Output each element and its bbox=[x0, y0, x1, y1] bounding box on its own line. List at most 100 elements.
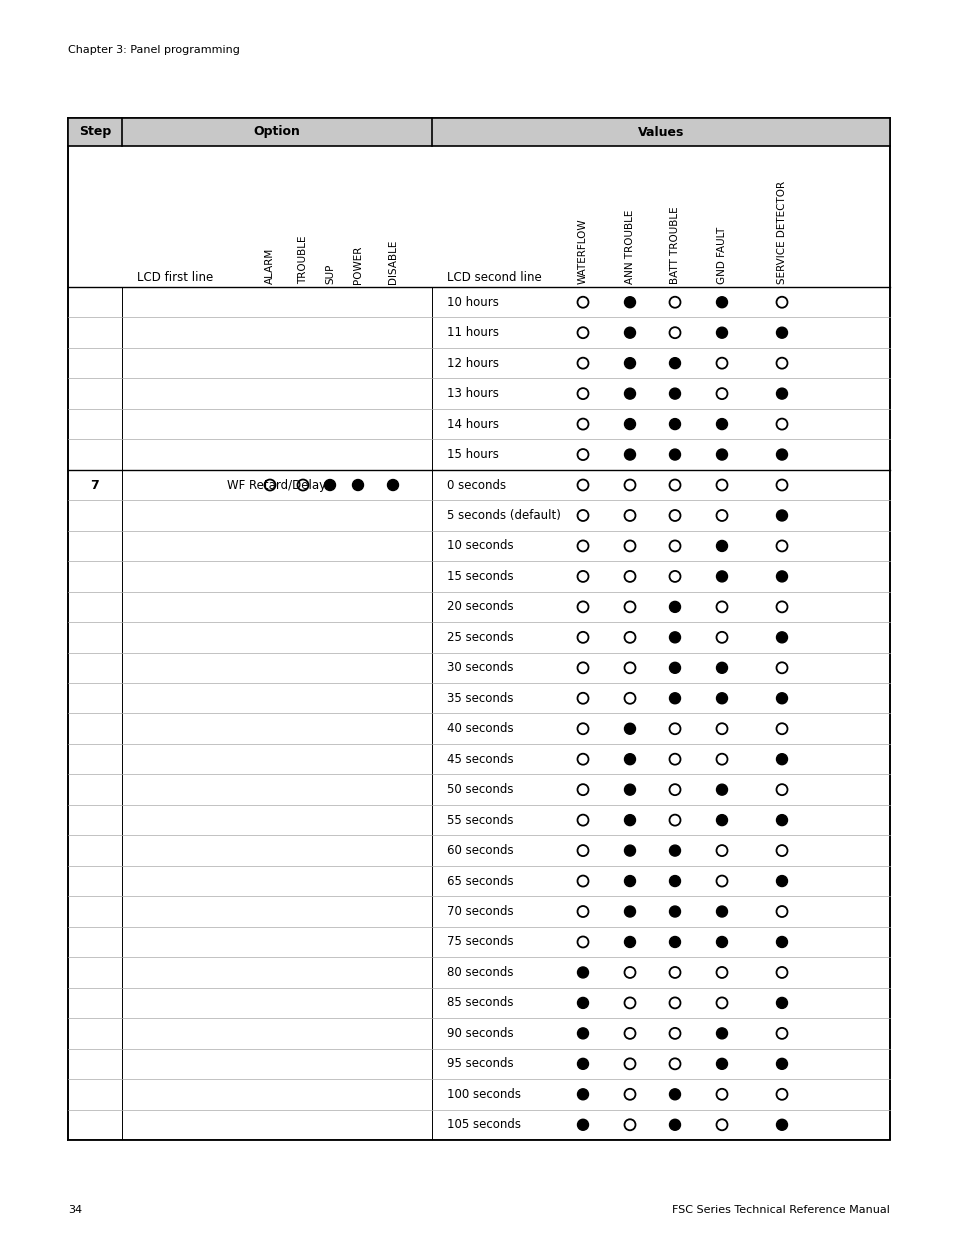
Text: SUP: SUP bbox=[325, 263, 335, 284]
Circle shape bbox=[716, 815, 727, 826]
Text: WF Retard/Delay: WF Retard/Delay bbox=[227, 478, 326, 492]
Text: Step: Step bbox=[79, 126, 111, 138]
Text: 90 seconds: 90 seconds bbox=[447, 1026, 513, 1040]
Circle shape bbox=[776, 632, 786, 643]
Circle shape bbox=[776, 571, 786, 582]
Text: 13 hours: 13 hours bbox=[447, 387, 498, 400]
Circle shape bbox=[624, 327, 635, 338]
Text: 75 seconds: 75 seconds bbox=[447, 935, 513, 948]
Text: BATT TROUBLE: BATT TROUBLE bbox=[669, 206, 679, 284]
Text: 12 hours: 12 hours bbox=[447, 357, 498, 369]
Circle shape bbox=[577, 1058, 588, 1070]
Circle shape bbox=[669, 693, 679, 704]
Circle shape bbox=[624, 936, 635, 947]
Circle shape bbox=[669, 419, 679, 430]
Circle shape bbox=[577, 967, 588, 978]
Circle shape bbox=[669, 1119, 679, 1130]
Text: 15 seconds: 15 seconds bbox=[447, 569, 513, 583]
Circle shape bbox=[669, 450, 679, 461]
Text: FSC Series Technical Reference Manual: FSC Series Technical Reference Manual bbox=[672, 1205, 889, 1215]
Text: DISABLE: DISABLE bbox=[388, 240, 397, 284]
Circle shape bbox=[716, 419, 727, 430]
Circle shape bbox=[716, 1058, 727, 1070]
Text: 40 seconds: 40 seconds bbox=[447, 722, 513, 735]
Circle shape bbox=[624, 358, 635, 369]
Text: 85 seconds: 85 seconds bbox=[447, 997, 513, 1009]
Circle shape bbox=[624, 845, 635, 856]
Circle shape bbox=[716, 784, 727, 795]
Text: 45 seconds: 45 seconds bbox=[447, 752, 513, 766]
Circle shape bbox=[352, 479, 363, 490]
Circle shape bbox=[716, 662, 727, 673]
Text: 10 hours: 10 hours bbox=[447, 295, 498, 309]
Circle shape bbox=[669, 906, 679, 918]
Text: 34: 34 bbox=[68, 1205, 82, 1215]
Circle shape bbox=[624, 450, 635, 461]
Circle shape bbox=[669, 876, 679, 887]
Circle shape bbox=[669, 845, 679, 856]
Text: 11 hours: 11 hours bbox=[447, 326, 498, 340]
Circle shape bbox=[776, 1058, 786, 1070]
Text: 7: 7 bbox=[91, 478, 99, 492]
Circle shape bbox=[669, 358, 679, 369]
Circle shape bbox=[776, 693, 786, 704]
Circle shape bbox=[624, 419, 635, 430]
Circle shape bbox=[716, 450, 727, 461]
Circle shape bbox=[624, 815, 635, 826]
Circle shape bbox=[577, 998, 588, 1009]
Circle shape bbox=[776, 876, 786, 887]
Text: 65 seconds: 65 seconds bbox=[447, 874, 513, 888]
Text: POWER: POWER bbox=[353, 246, 363, 284]
Circle shape bbox=[716, 296, 727, 308]
Circle shape bbox=[624, 784, 635, 795]
Text: LCD second line: LCD second line bbox=[447, 270, 541, 284]
Circle shape bbox=[577, 1119, 588, 1130]
Circle shape bbox=[716, 693, 727, 704]
Text: 25 seconds: 25 seconds bbox=[447, 631, 513, 643]
Text: 95 seconds: 95 seconds bbox=[447, 1057, 513, 1071]
Circle shape bbox=[669, 662, 679, 673]
Text: TROUBLE: TROUBLE bbox=[297, 236, 308, 284]
Text: 70 seconds: 70 seconds bbox=[447, 905, 513, 918]
Circle shape bbox=[577, 1089, 588, 1100]
Circle shape bbox=[716, 327, 727, 338]
Text: LCD first line: LCD first line bbox=[136, 270, 213, 284]
Circle shape bbox=[624, 906, 635, 918]
Circle shape bbox=[387, 479, 398, 490]
Text: 50 seconds: 50 seconds bbox=[447, 783, 513, 797]
Text: 60 seconds: 60 seconds bbox=[447, 844, 513, 857]
Circle shape bbox=[716, 936, 727, 947]
Circle shape bbox=[624, 724, 635, 735]
Text: 10 seconds: 10 seconds bbox=[447, 540, 513, 552]
Circle shape bbox=[624, 876, 635, 887]
Text: 0 seconds: 0 seconds bbox=[447, 478, 506, 492]
Circle shape bbox=[776, 815, 786, 826]
Text: SERVICE DETECTOR: SERVICE DETECTOR bbox=[776, 180, 786, 284]
Text: Values: Values bbox=[638, 126, 683, 138]
Circle shape bbox=[776, 998, 786, 1009]
Text: 100 seconds: 100 seconds bbox=[447, 1088, 520, 1100]
Text: ALARM: ALARM bbox=[265, 248, 274, 284]
Circle shape bbox=[716, 541, 727, 552]
Circle shape bbox=[324, 479, 335, 490]
Text: Option: Option bbox=[253, 126, 300, 138]
Text: 55 seconds: 55 seconds bbox=[447, 814, 513, 826]
Bar bbox=[68, 119, 889, 1140]
Text: 35 seconds: 35 seconds bbox=[447, 692, 513, 705]
Text: Chapter 3: Panel programming: Chapter 3: Panel programming bbox=[68, 44, 239, 56]
Text: 20 seconds: 20 seconds bbox=[447, 600, 513, 614]
Circle shape bbox=[776, 753, 786, 764]
Circle shape bbox=[776, 450, 786, 461]
Circle shape bbox=[776, 388, 786, 399]
Circle shape bbox=[669, 601, 679, 613]
Circle shape bbox=[716, 906, 727, 918]
Circle shape bbox=[669, 1089, 679, 1100]
Text: 14 hours: 14 hours bbox=[447, 417, 498, 431]
Text: 30 seconds: 30 seconds bbox=[447, 661, 513, 674]
Text: GND FAULT: GND FAULT bbox=[717, 227, 726, 284]
Circle shape bbox=[776, 936, 786, 947]
Circle shape bbox=[776, 327, 786, 338]
Text: 80 seconds: 80 seconds bbox=[447, 966, 513, 979]
Circle shape bbox=[776, 510, 786, 521]
Text: 5 seconds (default): 5 seconds (default) bbox=[447, 509, 560, 522]
